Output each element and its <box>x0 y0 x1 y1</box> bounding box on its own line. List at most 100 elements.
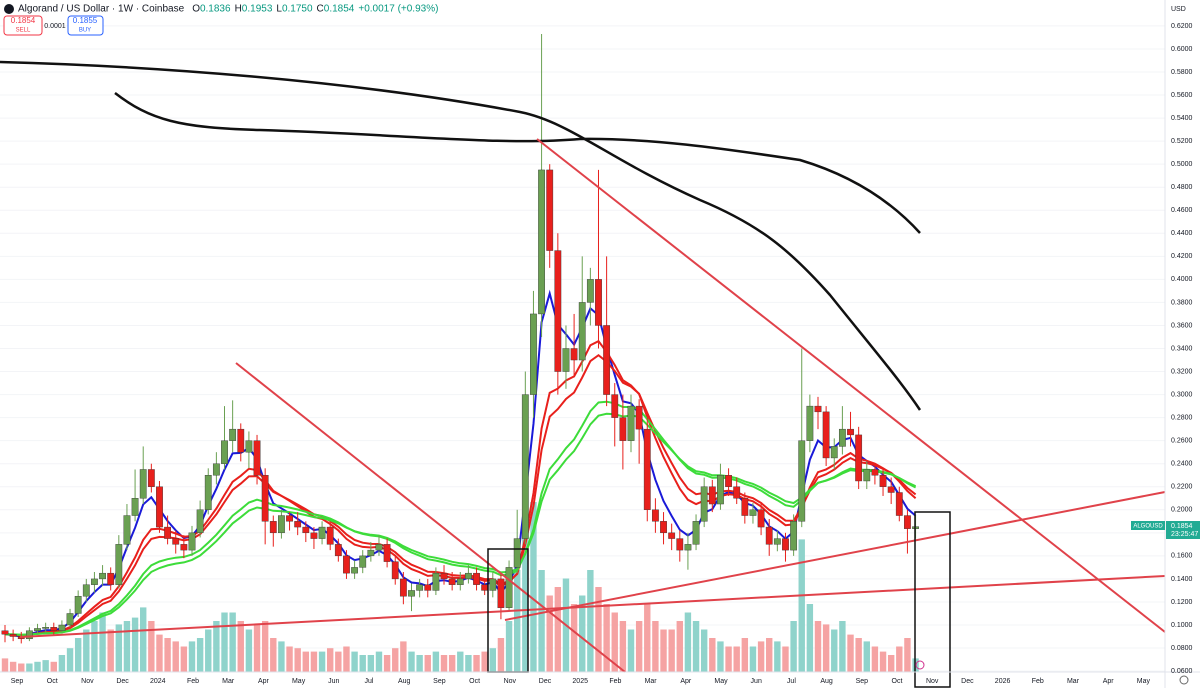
candle-body <box>570 348 578 361</box>
volume-bar <box>513 570 521 672</box>
ohlc-value: 0.1836 <box>200 4 231 15</box>
x-tick-label: Aug <box>398 678 411 685</box>
candle-body <box>237 428 245 453</box>
x-tick-label: Jun <box>751 678 762 685</box>
volume-bar <box>904 638 911 672</box>
volume-bar <box>725 646 732 672</box>
y-tick-label: 0.1600 <box>1171 553 1193 560</box>
candle-body <box>440 572 448 580</box>
volume-bar <box>131 617 139 672</box>
candle-body <box>773 538 781 545</box>
buy-button[interactable] <box>67 15 104 36</box>
candle-body <box>676 538 684 551</box>
y-tick-label: 0.0600 <box>1171 668 1193 675</box>
candle-body <box>383 544 391 562</box>
x-tick-label: Oct <box>469 678 480 685</box>
candle-body <box>188 532 196 551</box>
candle-body <box>375 544 383 551</box>
x-tick-label: May <box>714 678 728 685</box>
volume-bar <box>700 629 708 672</box>
volume-bar <box>50 661 57 672</box>
candle-body <box>408 590 415 597</box>
volume-bar <box>473 655 480 672</box>
x-tick-label: 2024 <box>150 678 166 685</box>
y-tick-label: 0.1200 <box>1171 599 1193 606</box>
candle-body <box>286 515 293 522</box>
candle-body <box>261 475 269 522</box>
candle-body <box>294 521 302 528</box>
volume-bar <box>611 612 618 672</box>
x-tick-label: Apr <box>258 678 270 685</box>
volume-bar <box>692 621 700 672</box>
volume-bar <box>676 621 683 672</box>
volume-bar <box>538 570 545 672</box>
candle-body <box>790 521 798 551</box>
volume-bar <box>465 655 472 672</box>
sell-button[interactable] <box>3 15 43 36</box>
volume-bar <box>310 651 318 672</box>
candle-body <box>269 521 277 534</box>
buy-label[interactable]: BUY <box>79 28 91 34</box>
candle-body <box>895 492 903 516</box>
x-tick-label: Feb <box>187 678 199 685</box>
volume-bar <box>668 629 675 672</box>
settings-icon[interactable] <box>1179 675 1189 685</box>
time-axis: Sep Oct Nov Dec 2024 Feb Mar Apr May Jun Jul Aug Sep… <box>11 678 1151 685</box>
volume-bar <box>457 651 464 672</box>
candle-body <box>700 486 708 522</box>
volume-bar <box>172 641 179 672</box>
y-tick-label: 0.4600 <box>1171 207 1193 214</box>
volume-bar <box>205 629 212 672</box>
symbol-tag-text: ALGOUSD <box>1133 524 1163 530</box>
volume-bar <box>83 629 90 672</box>
volume-bar <box>822 624 830 672</box>
candle-body <box>741 498 749 516</box>
event-icon[interactable] <box>915 660 925 670</box>
volume-bar <box>847 634 854 672</box>
candle-body <box>847 428 854 436</box>
candle-body <box>855 434 863 482</box>
y-tick-label: 0.4000 <box>1171 276 1193 283</box>
x-tick-label: Oct <box>892 678 903 685</box>
candle-body <box>310 532 318 539</box>
x-tick-label: Apr <box>1103 678 1115 685</box>
volume-bar <box>261 621 269 672</box>
candle-body <box>367 549 375 557</box>
candle-body <box>887 486 895 493</box>
volume-bar <box>392 648 399 672</box>
candle-body <box>359 555 367 568</box>
volume-bar <box>766 638 773 672</box>
buy-price[interactable]: 0.1855 <box>73 16 98 25</box>
highlight-box <box>914 511 951 688</box>
ohlc-key: H <box>235 4 242 15</box>
volume-bar <box>652 621 659 672</box>
volume-bar <box>58 655 66 672</box>
sell-price[interactable]: 0.1854 <box>11 16 36 25</box>
volume-bar <box>546 595 553 672</box>
volume-bar <box>196 638 204 672</box>
volume-bar <box>34 661 41 672</box>
candle-body <box>318 526 326 539</box>
candle-body <box>521 394 529 539</box>
x-tick-label: Dec <box>539 678 552 685</box>
volume-bar <box>814 621 822 672</box>
x-tick-label: Nov <box>926 678 939 685</box>
candle-body <box>25 630 33 640</box>
candle-body <box>74 595 82 614</box>
candle-body <box>9 634 17 637</box>
volume-bar <box>74 638 82 672</box>
ohlc-readout: O 0.1836 H 0.1953 L 0.1750 C 0.1854 <box>192 4 355 15</box>
candle-body <box>733 486 741 499</box>
candle-body <box>1 630 9 635</box>
volume-bar <box>302 651 310 672</box>
trendline <box>504 491 1166 621</box>
volume-bar <box>237 621 244 672</box>
candle-body <box>603 325 611 395</box>
candle-body <box>424 584 432 591</box>
volume-bar <box>416 655 423 672</box>
volume-bar <box>140 607 147 672</box>
sell-label[interactable]: SELL <box>16 28 31 34</box>
volume-bar <box>440 655 448 672</box>
x-tick-label: May <box>1137 678 1151 685</box>
candle-body <box>391 561 399 580</box>
